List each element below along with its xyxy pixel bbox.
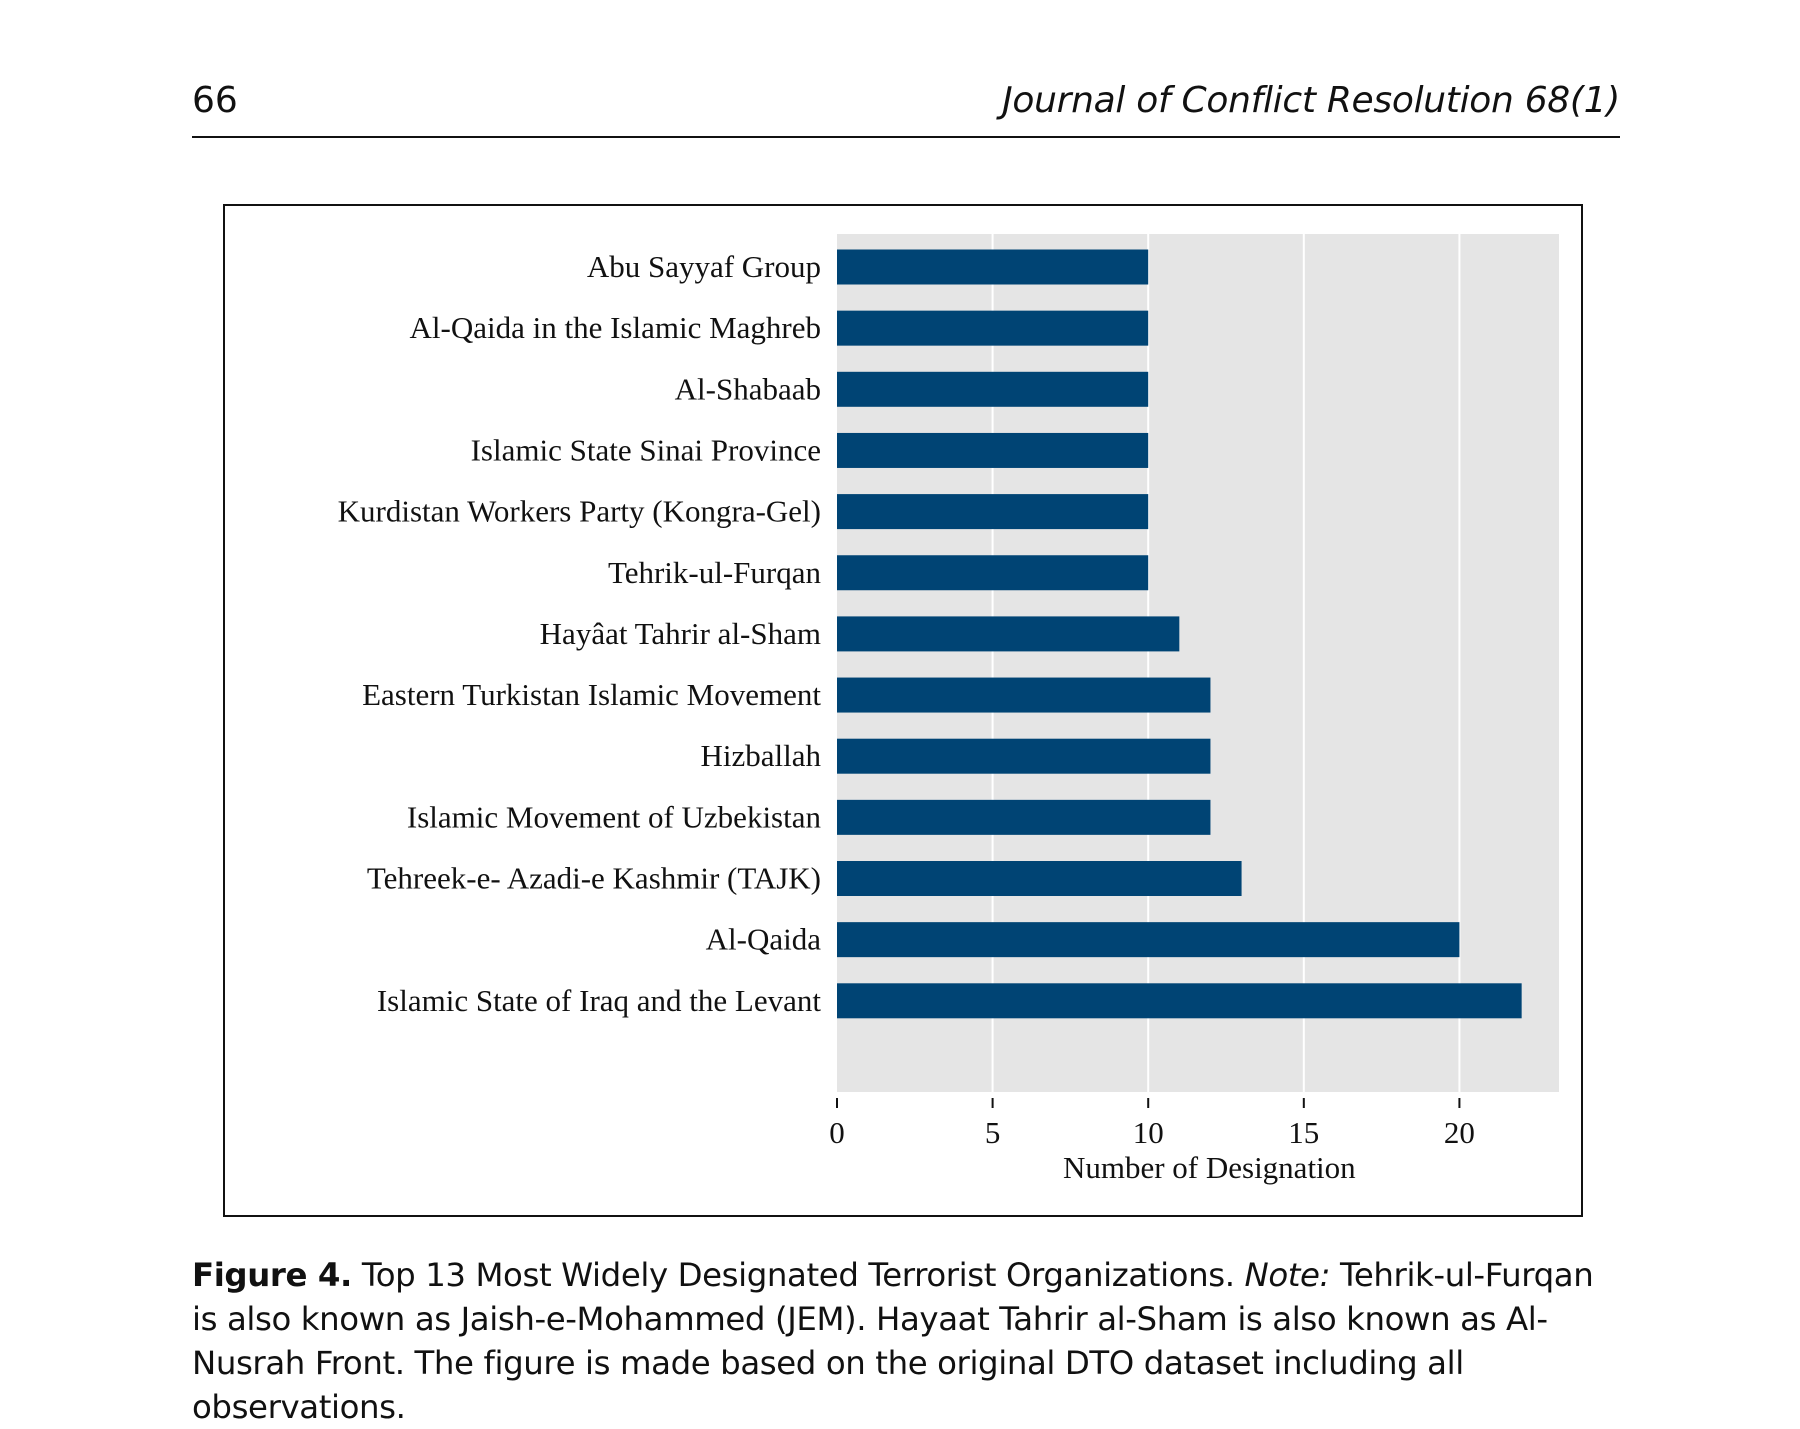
- bar: [837, 799, 1211, 835]
- x-tick-label: 20: [1444, 1115, 1475, 1150]
- bar: [837, 983, 1522, 1019]
- category-label: Abu Sayyaf Group: [587, 249, 821, 284]
- category-label: Tehrik-ul-Furqan: [608, 555, 822, 590]
- figure-caption: Figure 4. Top 13 Most Widely Designated …: [192, 1253, 1622, 1429]
- bar: [837, 861, 1242, 896]
- bar: [837, 432, 1149, 468]
- category-label: Islamic Movement of Uzbekistan: [407, 799, 822, 834]
- category-label: Eastern Turkistan Islamic Movement: [362, 677, 821, 712]
- x-tick-label: 5: [985, 1115, 1001, 1150]
- bar: [837, 555, 1149, 591]
- bar: [837, 494, 1149, 530]
- caption-note-label: Note:: [1244, 1256, 1331, 1294]
- category-label: Al-Qaida in the Islamic Maghreb: [410, 310, 821, 345]
- bar-chart: Abu Sayyaf Group Al-Qaida in the Islamic …: [338, 234, 1559, 1185]
- x-axis-label: Number of Designation: [1063, 1150, 1356, 1185]
- journal-title: Journal of Conflict Resolution 68(1): [1002, 80, 1620, 121]
- x-tick-label: 10: [1133, 1115, 1164, 1150]
- bar: [837, 616, 1180, 652]
- category-label: Al-Shabaab: [675, 371, 821, 406]
- category-label: Tehreek-e- Azadi-e Kashmir (TAJK): [367, 861, 821, 896]
- bar: [837, 310, 1149, 346]
- bar: [837, 249, 1149, 285]
- category-label: Hayâat Tahrir al-Sham: [540, 616, 821, 651]
- page-number: 66: [192, 80, 238, 121]
- category-label: Hizballah: [700, 738, 821, 773]
- caption-note-text: Tehrik-ul-Furqan is also known as Jaish-…: [192, 1256, 1594, 1426]
- bar: [837, 738, 1211, 774]
- category-label: Islamic State Sinai Province: [471, 432, 821, 467]
- x-tick-label: 0: [829, 1115, 845, 1150]
- bar: [837, 677, 1211, 713]
- category-label: Al-Qaida: [706, 922, 822, 957]
- category-label: Islamic State of Iraq and the Levant: [377, 983, 822, 1018]
- plot-panel: [837, 234, 1559, 1092]
- caption-label: Figure 4.: [192, 1256, 352, 1294]
- page-header: 66 Journal of Conflict Resolution 68(1): [192, 76, 1620, 138]
- bar: [837, 371, 1149, 407]
- bar: [837, 922, 1460, 958]
- caption-title: Top 13 Most Widely Designated Terrorist …: [361, 1256, 1235, 1294]
- category-label: Kurdistan Workers Party (Kongra-Gel): [338, 494, 821, 529]
- x-tick-label: 15: [1288, 1115, 1319, 1150]
- figure-frame: Abu Sayyaf Group Al-Qaida in the Islamic …: [223, 204, 1583, 1217]
